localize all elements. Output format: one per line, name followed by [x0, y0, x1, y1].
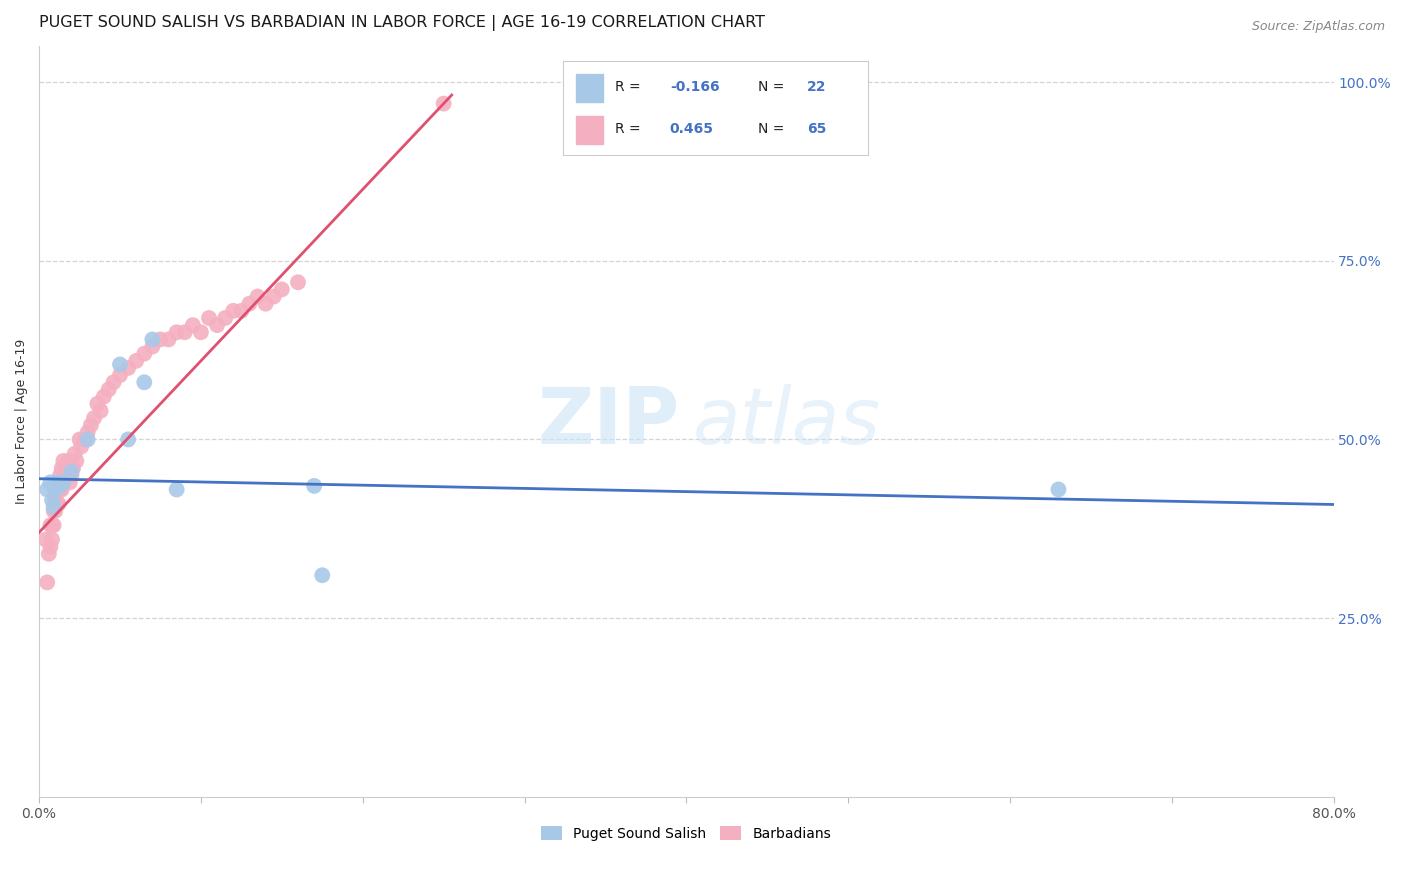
Point	[42, 500, 65, 515]
Point	[97, 383, 120, 397]
Point	[173, 326, 195, 340]
Point	[1047, 483, 1070, 497]
Point	[39, 475, 62, 490]
Point	[39, 518, 62, 533]
Point	[42, 518, 65, 533]
Point	[166, 483, 188, 497]
Text: Source: ZipAtlas.com: Source: ZipAtlas.com	[1251, 20, 1385, 33]
Point	[134, 376, 156, 390]
Point	[52, 475, 75, 490]
Point	[108, 368, 131, 383]
Point	[70, 440, 93, 454]
Point	[80, 418, 103, 433]
Point	[190, 326, 212, 340]
Point	[181, 318, 204, 332]
Point	[149, 333, 172, 347]
Point	[39, 540, 62, 554]
Point	[65, 454, 87, 468]
Point	[53, 468, 76, 483]
Point	[83, 411, 105, 425]
Point	[49, 479, 72, 493]
Point	[41, 533, 63, 547]
Point	[52, 475, 75, 490]
Point	[51, 483, 73, 497]
Text: atlas: atlas	[693, 384, 880, 459]
Point	[76, 425, 98, 440]
Point	[125, 354, 148, 368]
Point	[41, 493, 63, 508]
Point	[117, 361, 139, 376]
Point	[51, 461, 73, 475]
Point	[214, 310, 236, 325]
Point	[37, 575, 59, 590]
Point	[44, 497, 66, 511]
Text: PUGET SOUND SALISH VS BARBADIAN IN LABOR FORCE | AGE 16-19 CORRELATION CHART: PUGET SOUND SALISH VS BARBADIAN IN LABOR…	[39, 15, 765, 31]
Point	[311, 568, 333, 582]
Point	[205, 318, 228, 332]
Point	[302, 479, 325, 493]
Text: ZIP: ZIP	[537, 384, 681, 459]
Point	[254, 296, 277, 310]
Point	[48, 497, 70, 511]
Point	[238, 296, 260, 310]
Point	[69, 433, 91, 447]
Point	[263, 289, 285, 303]
Point	[134, 347, 156, 361]
Point	[90, 404, 112, 418]
Point	[60, 468, 83, 483]
Point	[141, 333, 163, 347]
Point	[37, 483, 59, 497]
Point	[45, 497, 67, 511]
Point	[44, 479, 66, 493]
Point	[42, 504, 65, 518]
Point	[60, 465, 83, 479]
Point	[58, 454, 80, 468]
Point	[49, 468, 72, 483]
Point	[103, 376, 125, 390]
Point	[157, 333, 180, 347]
Point	[45, 483, 67, 497]
Point	[63, 447, 86, 461]
Point	[117, 433, 139, 447]
Point	[59, 475, 82, 490]
Point	[108, 358, 131, 372]
Point	[287, 275, 309, 289]
Point	[166, 326, 188, 340]
Point	[62, 461, 84, 475]
Point	[93, 390, 115, 404]
Point	[231, 303, 253, 318]
Point	[86, 397, 108, 411]
Point	[141, 340, 163, 354]
Point	[270, 282, 292, 296]
Y-axis label: In Labor Force | Age 16-19: In Labor Force | Age 16-19	[15, 339, 28, 504]
Point	[76, 433, 98, 447]
Point	[48, 475, 70, 490]
Point	[246, 289, 269, 303]
Point	[222, 303, 245, 318]
Point	[198, 310, 221, 325]
Point	[433, 96, 456, 111]
Point	[52, 454, 75, 468]
Point	[49, 483, 72, 497]
Point	[34, 533, 56, 547]
Point	[44, 483, 66, 497]
Legend: Puget Sound Salish, Barbadians: Puget Sound Salish, Barbadians	[536, 820, 837, 847]
Point	[44, 490, 66, 504]
Point	[41, 518, 63, 533]
Point	[48, 475, 70, 490]
Point	[38, 547, 60, 561]
Point	[73, 433, 96, 447]
Point	[55, 461, 77, 475]
Point	[44, 504, 66, 518]
